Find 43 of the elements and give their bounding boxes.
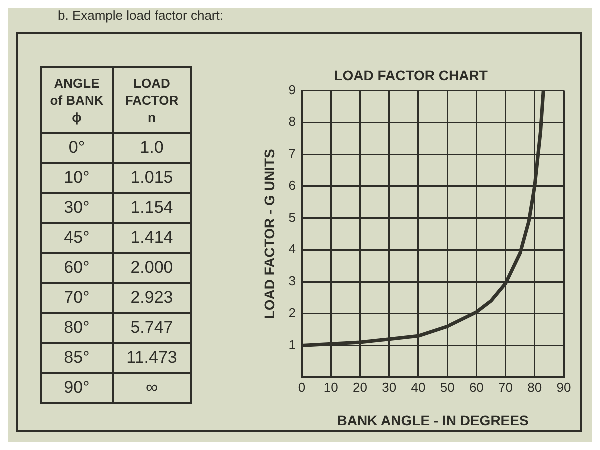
text: 30°	[41, 193, 113, 223]
text: 70°	[41, 283, 113, 313]
text: 2.923	[113, 283, 191, 313]
y-tick-label: 5	[288, 210, 296, 225]
y-tick-label: 4	[288, 242, 296, 257]
text: LOAD FACTOR n	[113, 67, 191, 133]
y-tick-label: 8	[288, 114, 296, 130]
text: 90°	[41, 373, 113, 403]
text: 45°	[41, 223, 113, 253]
text: ∞	[113, 373, 191, 403]
x-axis-title: BANK ANGLE - IN DEGREES	[337, 412, 529, 428]
x-tick-label: 30	[382, 380, 397, 395]
y-tick-label: 3	[288, 274, 296, 289]
text: 1.015	[113, 163, 191, 193]
text: 5.747	[113, 313, 191, 343]
x-tick-label: 50	[440, 380, 455, 395]
text: 1.0	[113, 133, 191, 163]
y-tick-label: 1	[288, 337, 296, 352]
x-tick-label: 80	[528, 380, 542, 395]
text: 1.154	[113, 193, 191, 223]
text: 11.473	[113, 343, 191, 373]
y-tick-label: 9	[288, 82, 296, 98]
y-tick-label: 2	[288, 305, 296, 320]
text: 60°	[41, 253, 113, 283]
text: ANGLE of BANK ϕ	[41, 67, 113, 133]
x-tick-label: 20	[353, 380, 368, 395]
x-tick-label: 90	[556, 380, 572, 395]
x-tick-label: 60	[469, 380, 484, 395]
chart-title: LOAD FACTOR CHART	[334, 67, 488, 84]
y-axis-title: LOAD FACTOR - G UNITS	[261, 149, 278, 320]
x-tick-label: 70	[498, 380, 514, 395]
y-tick-label: 7	[288, 146, 296, 162]
x-tick-label: 10	[324, 380, 338, 395]
text: b. Example load factor chart:	[58, 8, 224, 23]
x-tick-label: 0	[298, 380, 306, 395]
text: 80°	[41, 313, 113, 343]
text: 10°	[41, 163, 113, 193]
text: 2.000	[113, 253, 191, 283]
y-tick-label: 6	[288, 178, 296, 193]
text: 0°	[41, 133, 113, 163]
text: 1.414	[113, 223, 191, 253]
text: 85°	[41, 343, 113, 373]
x-tick-label: 40	[411, 380, 426, 395]
